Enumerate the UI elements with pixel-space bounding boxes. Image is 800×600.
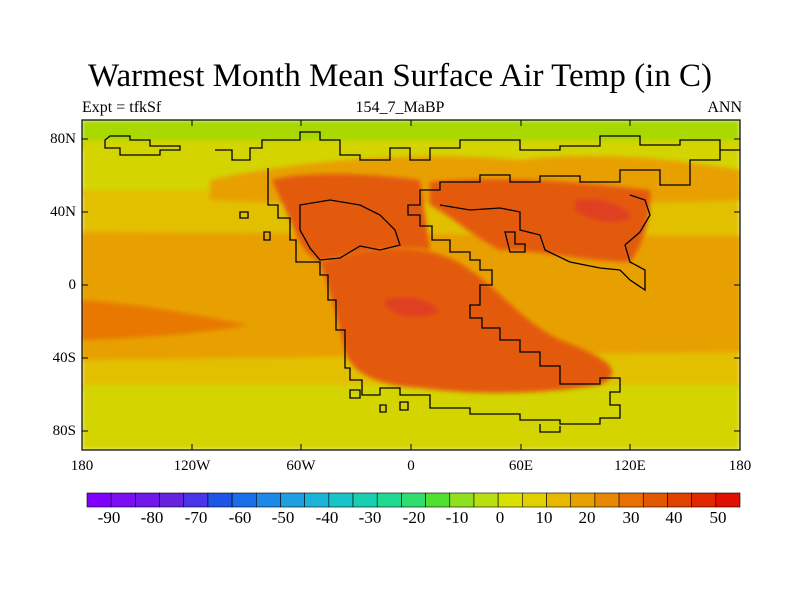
x-tick-label: 60W bbox=[286, 458, 316, 474]
hottest-spot-center bbox=[385, 297, 440, 317]
colorbar-swatch bbox=[522, 492, 547, 508]
colorbar-label: 30 bbox=[622, 508, 640, 527]
hottest-spot-east bbox=[575, 199, 632, 222]
colorbar-swatch bbox=[570, 492, 596, 508]
y-tick-label: 40N bbox=[50, 204, 76, 220]
y-tick-label: 40S bbox=[52, 350, 76, 366]
colorbar-label: -70 bbox=[184, 508, 208, 527]
x-tick-label: 120E bbox=[614, 458, 646, 474]
colorbar-label: -60 bbox=[228, 508, 252, 527]
colorbar-label: 50 bbox=[709, 508, 727, 527]
colorbar-swatch bbox=[110, 492, 136, 508]
hot-core-southern bbox=[320, 248, 613, 393]
tropical-hot-belt bbox=[82, 300, 250, 340]
colorbar-label: -80 bbox=[140, 508, 164, 527]
period-label: 154_7_MaBP bbox=[355, 99, 445, 116]
x-tick-label: 180 bbox=[728, 458, 752, 474]
x-tick-label: 60E bbox=[508, 458, 534, 474]
colorbar-swatch bbox=[304, 492, 330, 508]
colorbar-swatch bbox=[497, 492, 523, 508]
colorbar-label: 20 bbox=[578, 508, 596, 527]
colorbar-swatch bbox=[667, 492, 692, 508]
colorbar-swatch bbox=[594, 492, 620, 508]
colorbar bbox=[86, 492, 741, 508]
season-label: ANN bbox=[707, 99, 742, 116]
colorbar-swatch bbox=[401, 492, 426, 508]
colorbar-label: -40 bbox=[315, 508, 339, 527]
x-tick-label: 0 bbox=[407, 458, 415, 474]
colorbar-swatch bbox=[473, 492, 499, 508]
colorbar-swatch bbox=[715, 492, 741, 508]
experiment-label: Expt = tfkSf bbox=[82, 99, 162, 116]
x-tick-label: 120W bbox=[173, 458, 211, 474]
colorbar-swatch bbox=[691, 492, 717, 508]
map-title: Warmest Month Mean Surface Air Temp (in … bbox=[87, 58, 713, 94]
tick-marks bbox=[81, 120, 741, 450]
band-cool-south bbox=[82, 385, 740, 450]
x-tick-label: 180 bbox=[70, 458, 94, 474]
colorbar-swatch bbox=[159, 492, 185, 508]
colorbar-swatch bbox=[328, 492, 354, 508]
y-tick-label: 0 bbox=[68, 277, 77, 293]
colorbar-swatch bbox=[280, 492, 305, 508]
colorbar-swatch bbox=[183, 492, 209, 508]
colorbar-label: 40 bbox=[665, 508, 683, 527]
colorbar-swatch bbox=[425, 492, 451, 508]
colorbar-label: -10 bbox=[445, 508, 469, 527]
colorbar-swatch bbox=[546, 492, 572, 508]
colorbar-swatch bbox=[86, 492, 112, 508]
colorbar-label: 0 bbox=[495, 508, 505, 527]
colorbar-label: 10 bbox=[535, 508, 553, 527]
colorbar-swatch bbox=[376, 492, 402, 508]
temperature-field bbox=[82, 120, 740, 450]
colorbar-swatch bbox=[255, 492, 281, 508]
colorbar-swatch bbox=[352, 492, 378, 508]
colorbar-swatch bbox=[618, 492, 644, 508]
colorbar-swatch bbox=[642, 492, 668, 508]
y-tick-label: 80S bbox=[52, 423, 76, 439]
colorbar-label: -50 bbox=[271, 508, 295, 527]
colorbar-label: -20 bbox=[402, 508, 426, 527]
colorbar-swatch bbox=[449, 492, 475, 508]
colorbar-label: -90 bbox=[97, 508, 121, 527]
colorbar-swatch bbox=[207, 492, 233, 508]
hot-core-western bbox=[272, 174, 430, 262]
y-tick-label: 80N bbox=[50, 131, 76, 147]
coastlines bbox=[104, 131, 740, 433]
colorbar-label: -30 bbox=[358, 508, 382, 527]
colorbar-swatch bbox=[135, 492, 160, 508]
colorbar-swatch bbox=[231, 492, 257, 508]
